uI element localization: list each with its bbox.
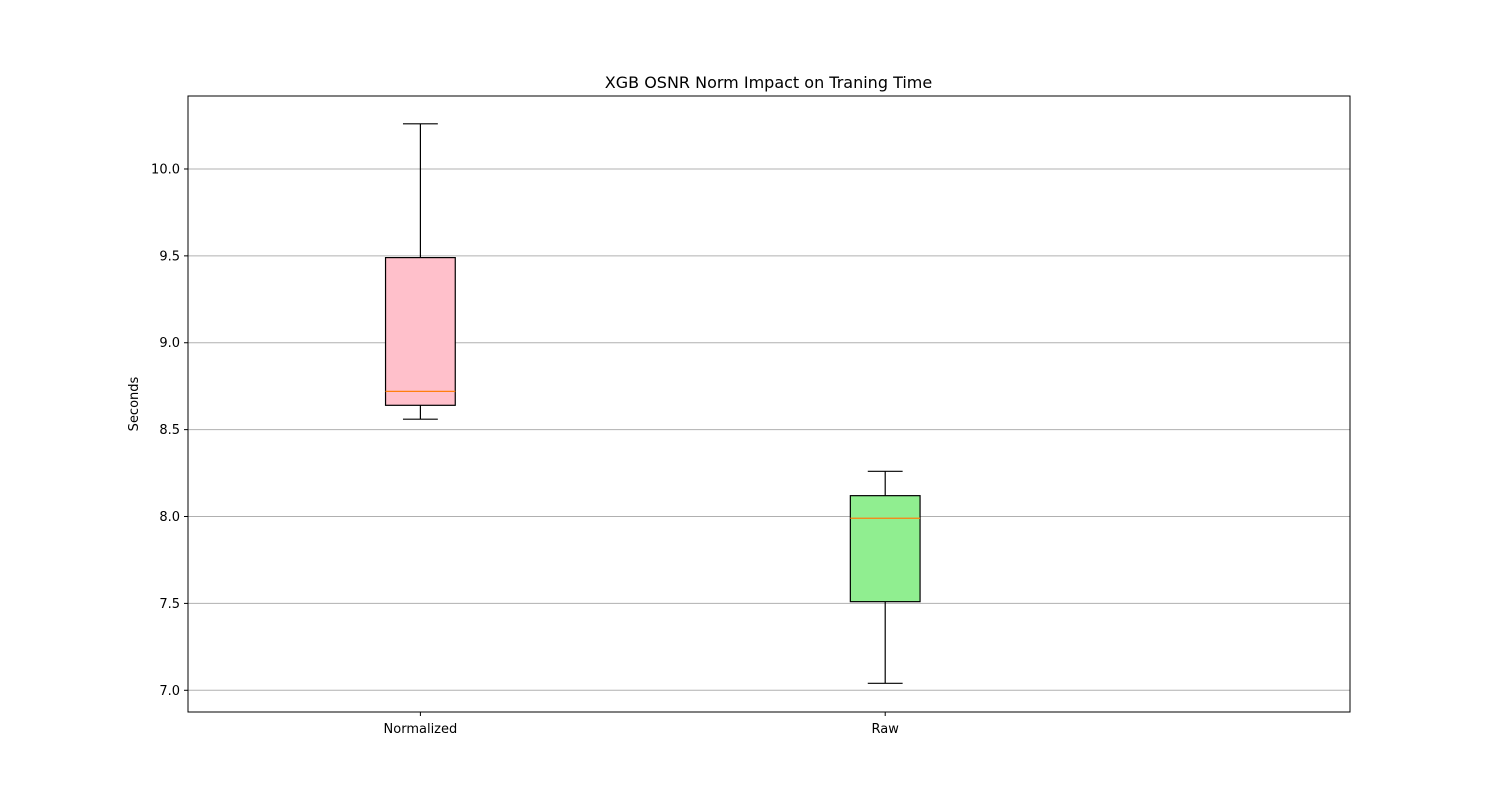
x-tick-label: Normalized: [384, 722, 458, 737]
y-tick-label: 10.0: [151, 162, 180, 177]
iqr-box: [849, 495, 921, 603]
box-raw: [849, 470, 921, 684]
y-axis: 7.0 7.5 8.0 8.5 9.0 9.5 10.0: [151, 162, 188, 699]
iqr-box: [384, 257, 456, 406]
x-axis: Normalized Raw: [384, 712, 900, 737]
grid-lines: [188, 168, 1350, 691]
y-tick-label: 8.0: [159, 510, 180, 525]
y-tick-label: 9.5: [159, 249, 180, 264]
box-normalized: [384, 123, 456, 420]
y-axis-label: Seconds: [127, 376, 142, 431]
y-tick-label: 7.0: [159, 684, 180, 699]
x-tick-label: Raw: [872, 722, 900, 737]
y-tick-label: 9.0: [159, 336, 180, 351]
boxes: [384, 123, 921, 684]
plot-frame: [187, 95, 1351, 713]
y-tick-label: 8.5: [159, 423, 180, 438]
y-tick-label: 7.5: [159, 597, 180, 612]
chart-title: XGB OSNR Norm Impact on Traning Time: [605, 73, 932, 92]
